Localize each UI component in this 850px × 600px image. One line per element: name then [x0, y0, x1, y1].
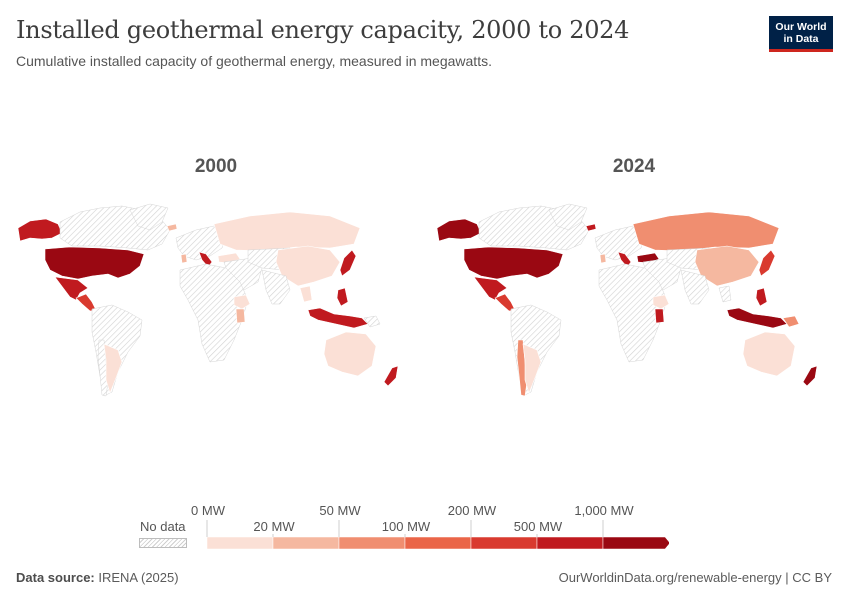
legend-color-bar	[207, 537, 669, 549]
region-italy[interactable]	[198, 251, 213, 268]
world-map-2024[interactable]	[436, 203, 818, 397]
region-japan[interactable]	[758, 249, 776, 277]
region-russia[interactable]	[632, 211, 780, 252]
region-central-america[interactable]	[494, 293, 516, 312]
panel-title-2024: 2024	[612, 156, 656, 177]
region-italy[interactable]	[617, 251, 632, 268]
region-russia[interactable]	[213, 211, 361, 252]
world-map-2000[interactable]	[17, 203, 399, 397]
region-africa[interactable]	[598, 263, 668, 363]
legend-label-1000: 1,000 MW	[574, 503, 634, 518]
legend-no-data-label: No data	[140, 519, 186, 534]
legend-label-500: 500 MW	[513, 519, 563, 534]
region-argentina[interactable]	[103, 343, 123, 394]
chart-subtitle: Cumulative installed capacity of geother…	[16, 53, 492, 69]
legend-bin-0[interactable]	[207, 537, 274, 549]
region-new-zealand[interactable]	[383, 365, 399, 387]
logo-line-2: in Data	[783, 32, 819, 45]
region-philippines[interactable]	[755, 287, 768, 307]
region-indonesia[interactable]	[307, 307, 369, 329]
legend-bin-6[interactable]	[602, 537, 669, 549]
owid-logo[interactable]: Our World in Data	[769, 16, 833, 52]
region-mexico[interactable]	[473, 276, 508, 301]
region-thailand[interactable]	[299, 285, 313, 303]
logo-line-1: Our World	[775, 20, 827, 33]
legend-label-100: 100 MW	[381, 519, 431, 534]
legend-bin-5[interactable]	[536, 537, 604, 549]
region-europe[interactable]	[175, 225, 229, 261]
region-australia[interactable]	[742, 331, 796, 377]
legend-label-0: 0 MW	[191, 503, 225, 518]
region-thailand[interactable]	[718, 285, 732, 303]
panel-title-2000: 2000	[194, 156, 238, 177]
region-kenya[interactable]	[235, 308, 246, 324]
legend-bin-1[interactable]	[272, 537, 340, 549]
footer-source: Data source: IRENA (2025)	[16, 570, 179, 585]
legend-label-50: 50 MW	[319, 503, 361, 518]
region-indonesia[interactable]	[726, 307, 788, 329]
region-china[interactable]	[275, 245, 341, 287]
region-alaska[interactable]	[436, 218, 482, 242]
region-australia[interactable]	[323, 331, 377, 377]
region-argentina[interactable]	[522, 343, 542, 394]
chart-title: Installed geothermal energy capacity, 20…	[16, 16, 630, 44]
legend-no-data-swatch[interactable]	[139, 538, 187, 548]
legend-bin-3[interactable]	[404, 537, 472, 549]
region-ethiopia[interactable]	[233, 294, 251, 310]
legend-label-200: 200 MW	[447, 503, 497, 518]
region-papua-new-guinea[interactable]	[363, 315, 381, 328]
region-japan[interactable]	[339, 249, 357, 277]
region-china[interactable]	[694, 245, 760, 287]
region-africa[interactable]	[179, 263, 249, 363]
region-portugal[interactable]	[599, 253, 607, 264]
legend-label-20: 20 MW	[253, 519, 295, 534]
footer-source-label: Data source:	[16, 570, 95, 585]
region-iceland[interactable]	[585, 223, 597, 232]
region-central-america[interactable]	[75, 293, 97, 312]
region-south-asia[interactable]	[680, 269, 710, 305]
region-greenland[interactable]	[548, 203, 588, 231]
region-mexico[interactable]	[54, 276, 89, 301]
region-portugal[interactable]	[180, 253, 188, 264]
region-ethiopia[interactable]	[652, 294, 670, 310]
region-alaska[interactable]	[17, 218, 63, 242]
region-south-asia[interactable]	[261, 269, 291, 305]
footer-link[interactable]: OurWorldinData.org/renewable-energy | CC…	[558, 570, 832, 585]
region-greenland[interactable]	[129, 203, 169, 231]
region-iceland[interactable]	[166, 223, 178, 232]
region-papua-new-guinea[interactable]	[782, 315, 800, 328]
footer-source-value[interactable]: IRENA (2025)	[98, 570, 179, 585]
legend-bin-4[interactable]	[470, 537, 538, 549]
region-europe[interactable]	[594, 225, 648, 261]
region-kenya[interactable]	[654, 308, 665, 324]
region-new-zealand[interactable]	[802, 365, 818, 387]
region-philippines[interactable]	[336, 287, 349, 307]
legend-bin-2[interactable]	[338, 537, 406, 549]
region-united-states[interactable]	[463, 246, 564, 280]
region-united-states[interactable]	[44, 246, 145, 280]
